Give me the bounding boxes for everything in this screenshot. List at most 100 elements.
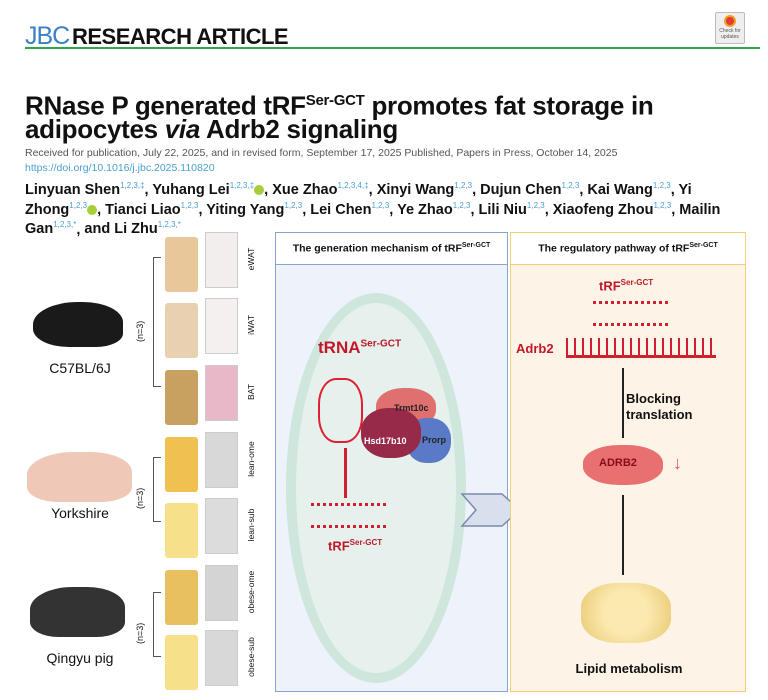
histology-image (205, 365, 238, 421)
tissue-image (165, 370, 198, 425)
affiliation-marker[interactable]: 1,2,3 (69, 200, 88, 210)
trf-waves-icon (593, 301, 668, 326)
gene-label: Adrb2 (516, 341, 554, 356)
trf-label: tRFSer-GCT (599, 278, 654, 294)
generation-mechanism-panel: The generation mechanism of tRFSer-GCT t… (275, 232, 508, 692)
protein-label: Prorp (422, 435, 447, 445)
histology-image (205, 565, 238, 621)
orcid-icon[interactable] (254, 185, 265, 195)
trna-structure-icon (318, 378, 363, 443)
histology-image (205, 298, 238, 354)
mrna-strand-icon (566, 338, 716, 358)
affiliation-marker[interactable]: 1,2,3 (561, 181, 580, 190)
hsd17b10-protein (361, 408, 421, 458)
affiliation-marker[interactable]: 1,2,3 (371, 200, 390, 210)
bracket (153, 457, 161, 522)
affiliation-marker[interactable]: 1,2,3,* (53, 220, 77, 230)
publication-dates: Received for publication, July 22, 2025,… (25, 147, 618, 159)
journal-logo: JBC (25, 22, 70, 50)
orcid-icon[interactable] (87, 204, 98, 215)
article-type: RESEARCH ARTICLE (72, 24, 289, 49)
adrb2-protein (583, 445, 663, 485)
doi-link[interactable]: https://doi.org/10.1016/j.jbc.2025.11082… (25, 162, 215, 174)
tissue-image (165, 635, 198, 690)
author[interactable]: Xue Zhao1,2,3,4,‡ (272, 181, 369, 198)
bracket (153, 592, 161, 657)
histology-image (205, 498, 238, 554)
protein-label: ADRB2 (599, 457, 637, 469)
tissue-image (165, 237, 198, 292)
down-arrow-icon (622, 368, 624, 438)
n-label: (n=3) (135, 320, 145, 342)
header-rule (25, 47, 760, 49)
tissue-label: obese-sub (246, 637, 256, 677)
affiliation-marker[interactable]: 1,2,3,‡ (229, 181, 255, 190)
decrease-arrow-icon: ↓ (673, 453, 682, 473)
affiliation-marker[interactable]: 1,2,3 (180, 200, 199, 210)
tissue-image (165, 303, 198, 358)
affiliation-marker[interactable]: 1,2,3 (454, 181, 473, 190)
affiliation-marker[interactable]: 1,2,3 (452, 200, 471, 210)
chevron-arrow-icon (460, 493, 522, 527)
trna-label: tRNASer-GCT (318, 338, 402, 357)
author[interactable]: Mailin Gan1,2,3,* (25, 202, 720, 238)
author[interactable]: Kai Wang1,2,3 (587, 181, 671, 198)
author-name: Xue Zhao (272, 181, 338, 198)
author[interactable]: Yiting Yang1,2,3 (206, 200, 303, 218)
author-name: Mailin Gan (25, 201, 721, 238)
animal-label: Yorkshire (51, 505, 109, 521)
author[interactable]: Yuhang Lei1,2,3,‡ (152, 181, 265, 198)
outcome-label: Lipid metabolism (575, 661, 683, 676)
author[interactable]: Lei Chen1,2,3 (310, 200, 390, 218)
affiliation-marker[interactable]: 1,2,3,* (157, 220, 181, 230)
panel-header: The regulatory pathway of tRFSer-GCT (511, 233, 745, 265)
affiliation-marker[interactable]: 1,2,3 (526, 200, 545, 210)
tissue-label: lean-sub (246, 508, 256, 542)
panel-header: The generation mechanism of tRFSer-GCT (276, 233, 507, 265)
author[interactable]: Dujun Chen1,2,3 (480, 181, 580, 198)
animal-label: Qingyu pig (46, 650, 114, 666)
author[interactable]: Yi Zhong1,2,3 (25, 182, 692, 218)
check-for-updates-button[interactable]: Check for updates (715, 12, 745, 44)
affiliation-marker[interactable]: 1,2,3 (284, 200, 303, 210)
author-name: Li Zhu (114, 221, 158, 238)
mouse-image (33, 302, 123, 347)
tissue-label: BAT (246, 384, 256, 400)
author-name: Yuhang Lei (152, 181, 230, 198)
bracket (153, 257, 161, 387)
article-title: RNase P generated tRFSer-GCT promotes fa… (25, 90, 654, 121)
figure-left-panel: C57BL/6J Yorkshire Qingyu pig (n=3) (n=3… (25, 232, 256, 692)
affiliation-marker[interactable]: 1,2,3 (652, 181, 671, 190)
trf-waves-icon (311, 503, 386, 528)
affiliation-marker[interactable]: 1,2,3,4,‡ (337, 181, 369, 190)
n-label: (n=3) (135, 487, 145, 509)
author-name: Lili Niu (478, 201, 527, 218)
tissue-label: iWAT (246, 315, 256, 335)
author[interactable]: Linyuan Shen1,2,3,‡ (25, 181, 145, 198)
author-name: Linyuan Shen (25, 181, 121, 198)
trf-label: tRFSer-GCT (328, 538, 383, 554)
tissue-image (165, 570, 198, 625)
author[interactable]: Ye Zhao1,2,3 (397, 200, 471, 218)
down-arrow-icon (344, 448, 347, 498)
mitochondrion-illustration (286, 293, 466, 683)
author[interactable]: Lili Niu1,2,3 (478, 200, 545, 218)
author-name: Dujun Chen (480, 181, 562, 198)
step-label: Blocking translation (626, 391, 693, 422)
affiliation-marker[interactable]: 1,2,3,‡ (120, 181, 145, 190)
lipid-droplets-image (581, 583, 671, 643)
author-name: Lei Chen (310, 201, 372, 218)
author[interactable]: Tianci Liao1,2,3 (105, 200, 199, 218)
badge-label: Check for updates (719, 28, 741, 40)
author[interactable]: and Li Zhu1,2,3,* (84, 220, 181, 238)
histology-image (205, 232, 238, 288)
affiliation-marker[interactable]: 1,2,3 (653, 200, 672, 210)
author-name: Yiting Yang (206, 201, 285, 218)
author[interactable]: Xinyi Wang1,2,3 (377, 181, 473, 198)
author-name: Ye Zhao (397, 201, 453, 218)
histology-image (205, 432, 238, 488)
author-name: Tianci Liao (105, 201, 181, 218)
tissue-image (165, 437, 198, 492)
tissue-label: lean-ome (246, 441, 256, 477)
author[interactable]: Xiaofeng Zhou1,2,3 (553, 200, 672, 218)
